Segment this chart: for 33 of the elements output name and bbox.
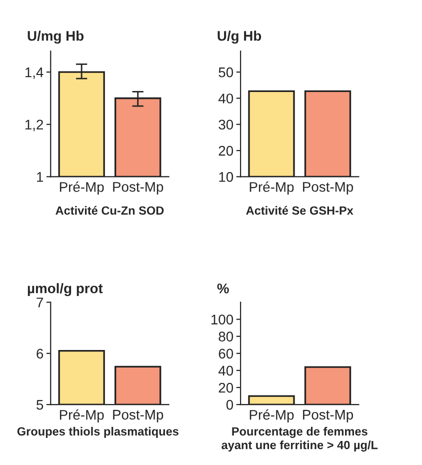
x-tick-label: Pré-Mp [60,409,104,423]
x-tick-label: Pré-Mp [250,182,294,195]
y-tick-label: 5 [36,400,44,410]
y-tick-label: 40 [218,366,234,376]
y-tick-label: 80 [218,332,234,342]
text: Activité Se GSH-Px [246,206,354,215]
y-tick-label: 6 [36,348,44,359]
y-tick-label: 1,4 [25,68,44,79]
y-tick-label: 1,2 [25,120,43,132]
x-tick-label: Post-Mp [303,182,354,195]
x-tick-label: Pré-Mp [60,182,104,195]
y-axis-title: % [217,284,229,294]
y-tick-label: 1 [37,172,44,182]
y-tick-label: 0 [226,400,234,410]
y-tick-label: 60 [218,348,234,359]
y-tick-label: 20 [218,146,234,156]
x-tick-label: Post-Mp [113,182,164,195]
y-axis-title: U/mg Hb [28,30,84,44]
text: Pourcentage de femmes ayant une ferritine > 40 µg/L [222,426,378,452]
y-tick-label: 50 [218,67,234,78]
y-axis-title: U/g Hb [218,30,262,44]
y-tick-label: 7 [36,298,43,308]
y-tick-label: 100 [211,314,234,324]
y-tick-label: 40 [218,94,234,104]
x-tick-label: Pré-Mp [250,409,294,423]
y-tick-label: 30 [218,120,234,130]
y-axis-title: µmol/g prot [28,283,103,296]
x-tick-label: Post-Mp [303,410,354,422]
y-tick-label: 20 [218,382,234,393]
y-tick-label: 10 [219,172,234,182]
x-tick-label: Post-Mp [113,410,164,422]
text: Activité Cu-Zn SOD [56,206,164,215]
text: Groupes thiols plasmatiques [17,426,178,438]
